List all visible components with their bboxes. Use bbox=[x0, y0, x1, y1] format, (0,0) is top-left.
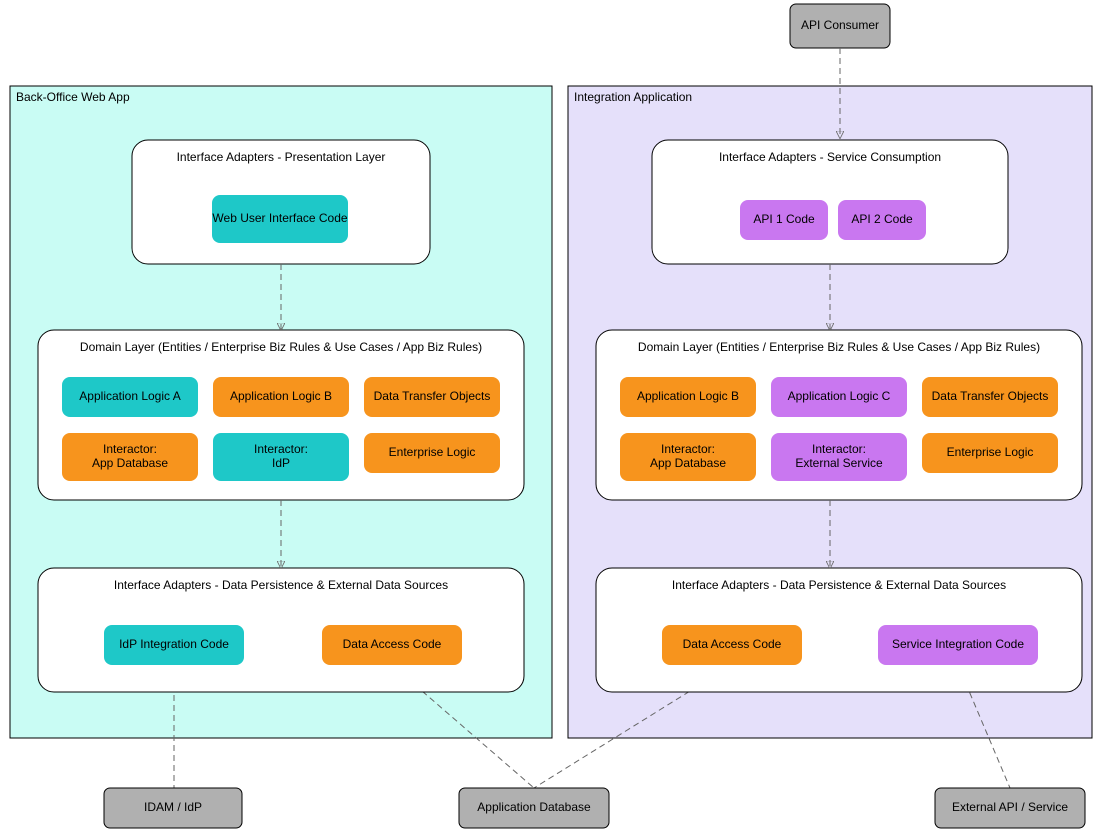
bo-data-title: Interface Adapters - Data Persistence & … bbox=[114, 578, 448, 592]
ia-interactor-db-label: Interactor:App Database bbox=[650, 442, 726, 470]
interactor-db-label: Interactor:App Database bbox=[92, 442, 168, 470]
ia-app-logic-c-label: Application Logic C bbox=[788, 389, 891, 403]
ia-app-logic-b-label: Application Logic B bbox=[637, 389, 739, 403]
ia-service-title: Interface Adapters - Service Consumption bbox=[719, 150, 941, 164]
app-db-label: Application Database bbox=[477, 800, 591, 814]
api1-label: API 1 Code bbox=[753, 212, 815, 226]
backoffice-title: Back-Office Web App bbox=[16, 90, 130, 104]
ia-dto-label: Data Transfer Objects bbox=[932, 389, 1049, 403]
architecture-diagram: Back-Office Web App Integration Applicati… bbox=[0, 0, 1101, 830]
ia-data-title: Interface Adapters - Data Persistence & … bbox=[672, 578, 1006, 592]
dto-label: Data Transfer Objects bbox=[374, 389, 491, 403]
app-logic-b-label: Application Logic B bbox=[230, 389, 332, 403]
app-logic-a-label: Application Logic A bbox=[79, 389, 180, 403]
ia-data-access-label: Data Access Code bbox=[683, 637, 782, 651]
idam-label: IDAM / IdP bbox=[144, 800, 202, 814]
ia-ent-logic-label: Enterprise Logic bbox=[947, 445, 1034, 459]
web-ui-label: Web User Interface Code bbox=[212, 211, 348, 225]
api2-label: API 2 Code bbox=[851, 212, 913, 226]
bo-domain-title: Domain Layer (Entities / Enterprise Biz … bbox=[80, 340, 482, 354]
data-access-label: Data Access Code bbox=[343, 637, 442, 651]
integration-title: Integration Application bbox=[574, 90, 692, 104]
ext-service-label: External API / Service bbox=[952, 800, 1068, 814]
api-consumer-label: API Consumer bbox=[801, 18, 879, 32]
ent-logic-label: Enterprise Logic bbox=[389, 445, 476, 459]
ia-domain-title: Domain Layer (Entities / Enterprise Biz … bbox=[638, 340, 1040, 354]
bo-presentation-title: Interface Adapters - Presentation Layer bbox=[177, 150, 386, 164]
idp-code-label: IdP Integration Code bbox=[119, 637, 229, 651]
svc-int-label: Service Integration Code bbox=[892, 637, 1024, 651]
